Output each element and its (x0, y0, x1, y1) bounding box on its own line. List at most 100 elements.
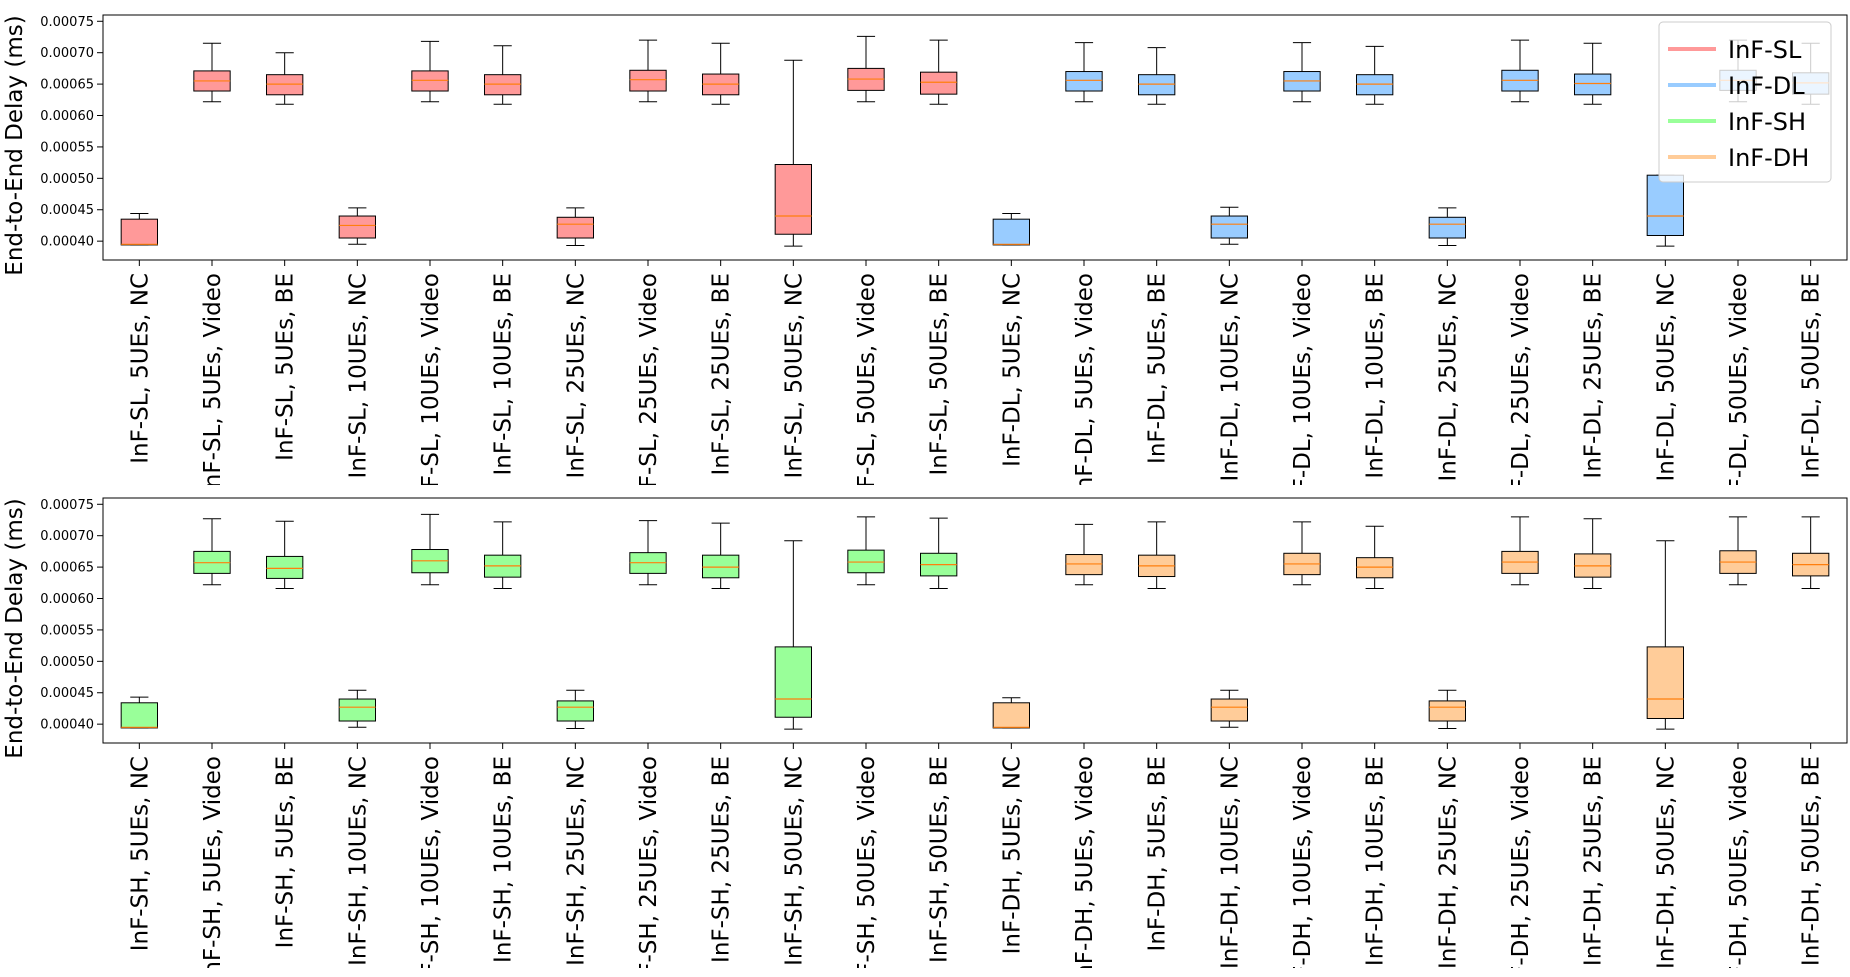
box-18 (1356, 525, 1394, 589)
y-axis-title: End-to-End Delay (ms) (2, 498, 28, 758)
x-tick-label: InF-SL, 5UEs, NC (127, 273, 153, 464)
box-14 (1065, 523, 1103, 586)
x-tick-label: InF-SH, 5UEs, NC (127, 756, 153, 951)
x-tick-label: InF-SH, 25UEs, BE (709, 756, 735, 963)
box-19 (1428, 207, 1466, 247)
box-body (629, 69, 667, 92)
legend-label: InF-SL (1728, 36, 1802, 64)
box-10 (774, 59, 813, 247)
x-tick-label: InF-SH, 10UEs, BE (491, 756, 517, 963)
y-tick-label: 0.00045 (40, 203, 94, 218)
box-11 (847, 516, 885, 586)
x-tick-label: InF-SL, 10UEs, BE (491, 273, 517, 475)
x-tick-label: InF-DH, 5UEs, NC (999, 756, 1025, 954)
box-20 (1501, 516, 1539, 586)
box-3 (266, 520, 304, 589)
legend-label: InF-SH (1728, 108, 1806, 136)
box-5 (411, 513, 449, 586)
box-body (338, 215, 376, 239)
box-19 (1428, 689, 1466, 730)
x-tick-label: InF-DL, 25UEs, NC (1435, 273, 1461, 482)
box-6 (484, 521, 522, 589)
box-1 (120, 213, 158, 246)
box-8 (629, 39, 667, 103)
x-tick-label: InF-DL, 50UEs, NC (1653, 273, 1679, 482)
box-15 (1138, 47, 1176, 105)
box-11 (847, 35, 885, 103)
x-tick-label: InF-DH, 5UEs, Video (1072, 756, 1098, 977)
box-body (1138, 74, 1176, 96)
box-3 (266, 52, 304, 105)
x-tick-label: InF-SH, 25UEs, NC (563, 756, 589, 966)
x-tick-label: InF-DH, 50UEs, Video (1726, 756, 1752, 977)
box-body (992, 218, 1031, 246)
box-7 (556, 689, 595, 730)
y-tick-label: 0.00075 (40, 498, 94, 513)
box-body (484, 74, 522, 96)
x-tick-label: InF-DH, 50UEs, BE (1799, 756, 1825, 966)
box-body (847, 549, 885, 574)
x-tick-label: InF-SH, 50UEs, BE (927, 756, 953, 963)
legend-label: InF-DL (1728, 72, 1805, 100)
box-body (1646, 174, 1684, 236)
box-16 (1210, 206, 1248, 245)
y-tick-label: 0.00060 (40, 109, 94, 124)
x-tick-label: InF-DL, 50UEs, BE (1799, 273, 1825, 479)
box-1 (120, 696, 158, 729)
y-tick-label: 0.00045 (40, 686, 94, 701)
x-tick-label: InF-DL, 25UEs, BE (1581, 273, 1607, 479)
box-13 (992, 697, 1031, 729)
y-tick-label: 0.00070 (40, 529, 94, 544)
category-labels: InF-SL, 5UEs, NC InF-SL, 5UEs, Video InF-S… (127, 273, 1825, 513)
box-18 (1356, 45, 1394, 105)
box-body (920, 71, 958, 95)
x-tick-label: InF-DH, 10UEs, NC (1217, 756, 1243, 969)
box-body (1574, 73, 1612, 96)
box-body (266, 74, 304, 96)
x-tick-label: InF-SL, 10UEs, NC (345, 273, 371, 478)
y-tick-label: 0.00040 (40, 235, 94, 250)
x-tick-label: InF-SH, 50UEs, Video (854, 756, 880, 977)
box-body (1428, 700, 1466, 722)
box-body (1646, 646, 1684, 720)
x-tick-label: InF-DH, 10UEs, Video (1290, 756, 1316, 977)
box-17 (1283, 42, 1321, 103)
box-16 (1210, 689, 1248, 728)
box-body (120, 702, 158, 729)
box-body (1356, 74, 1394, 96)
box-body (1210, 215, 1248, 239)
x-tick-label: InF-DL, 5UEs, Video (1072, 273, 1098, 498)
box-body (774, 164, 813, 235)
y-tick-label: 0.00050 (40, 172, 94, 187)
box-23 (1719, 516, 1757, 586)
box-12 (920, 517, 958, 589)
box-21 (1574, 518, 1612, 589)
x-tick-label: InF-SL, 50UEs, Video (854, 273, 880, 510)
y-tick-label: 0.00040 (40, 718, 94, 733)
box-body (1210, 698, 1248, 722)
x-tick-label: InF-DH, 10UEs, BE (1363, 756, 1389, 966)
x-tick-label: InF-SH, 5UEs, Video (200, 756, 226, 977)
box-body (120, 218, 158, 246)
x-tick-label: InF-DL, 5UEs, NC (999, 273, 1025, 467)
box-7 (556, 207, 595, 247)
box-body (702, 554, 740, 579)
box-24 (1792, 516, 1830, 589)
x-tick-label: InF-DH, 25UEs, NC (1435, 756, 1461, 969)
box-body (556, 216, 595, 239)
box-body (774, 646, 813, 718)
y-tick-label: 0.00070 (40, 46, 94, 61)
box-2 (193, 518, 231, 586)
box-body (1356, 557, 1394, 579)
x-tick-label: InF-SL, 50UEs, NC (781, 273, 807, 478)
y-tick-label: 0.00050 (40, 655, 94, 670)
x-tick-label: InF-SL, 5UEs, BE (273, 273, 299, 461)
panel-1: 0.00040 0.00045 0.00050 0.00055 0.00060 0.000… (2, 14, 1848, 513)
x-tick-label: InF-SH, 50UEs, NC (781, 756, 807, 966)
x-tick-label: InF-DL, 50UEs, Video (1726, 273, 1752, 513)
y-tick-label: 0.00055 (40, 140, 94, 155)
x-tick-label: InF-SH, 10UEs, NC (345, 756, 371, 966)
box-body (1428, 216, 1466, 239)
panel-2: 0.00040 0.00045 0.00050 0.00055 0.00060 0.000… (2, 497, 1848, 977)
x-tick-label: InF-DH, 50UEs, NC (1653, 756, 1679, 969)
